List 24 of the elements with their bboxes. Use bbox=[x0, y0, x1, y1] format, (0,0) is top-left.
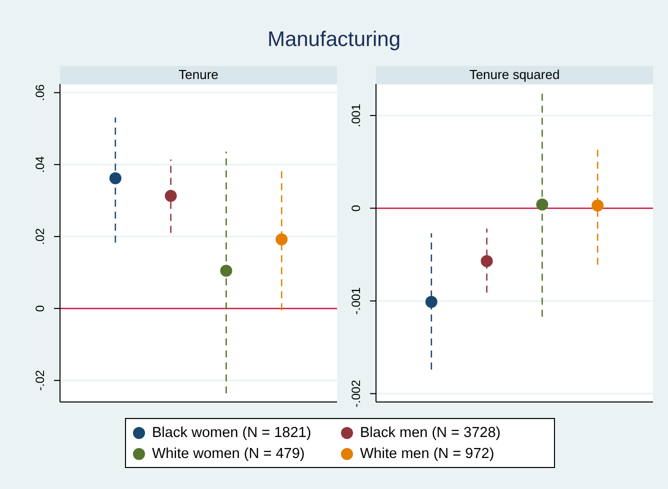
text: Manufacturing bbox=[266, 28, 402, 52]
point bbox=[109, 172, 122, 184]
y-tick-label: -.002 bbox=[349, 380, 363, 408]
y-tick-label: 0 bbox=[33, 304, 47, 312]
y-tick-label: 0 bbox=[349, 204, 363, 212]
point bbox=[536, 198, 548, 211]
point bbox=[220, 264, 232, 277]
point bbox=[480, 255, 493, 268]
point bbox=[276, 233, 288, 246]
point bbox=[164, 190, 177, 202]
legend-label: White men (N = 972) bbox=[360, 446, 494, 462]
legend-label: White women (N = 479) bbox=[152, 446, 305, 462]
point bbox=[425, 296, 438, 308]
y-tick-label: -.02 bbox=[33, 370, 47, 391]
point bbox=[592, 199, 604, 212]
y-tick-label: .04 bbox=[33, 156, 47, 173]
chart-title: Tenure squared bbox=[376, 66, 653, 84]
chart-title: Tenure bbox=[60, 66, 337, 84]
y-tick-label: .06 bbox=[33, 84, 47, 101]
y-tick-label: .001 bbox=[349, 104, 363, 128]
legend-label: Black men (N = 3728) bbox=[360, 424, 501, 440]
legend-label: Black women (N = 1821) bbox=[152, 424, 312, 440]
y-tick-label: .02 bbox=[33, 228, 47, 245]
y-tick-label: -.001 bbox=[349, 286, 363, 315]
